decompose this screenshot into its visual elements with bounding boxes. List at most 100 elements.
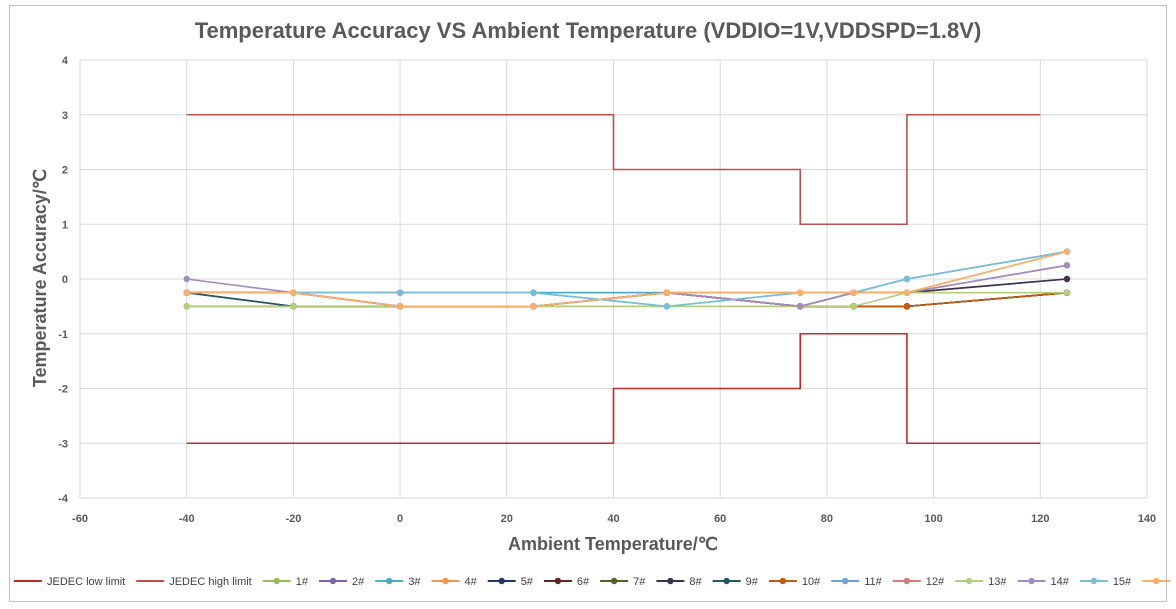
legend-marker <box>329 577 337 585</box>
x-tick-label: -60 <box>72 513 88 525</box>
series-line <box>186 250 1068 294</box>
legend-item: 8# <box>656 576 703 588</box>
grid <box>79 59 1148 499</box>
legend-marker <box>723 577 730 585</box>
legend-label: JEDEC high limit <box>169 576 252 588</box>
legend-item: 2# <box>318 576 365 588</box>
chart-title: Temperature Accuracy VS Ambient Temperat… <box>195 18 982 43</box>
data-point <box>1063 262 1071 269</box>
legend-label: 15# <box>1113 576 1132 588</box>
y-tick-label: -4 <box>58 493 69 505</box>
legend-item: 16# <box>1142 576 1176 588</box>
legend-item: 7# <box>600 576 646 588</box>
legend-label: 13# <box>988 576 1007 588</box>
chart-frame <box>9 5 1167 602</box>
legend-label: 11# <box>864 576 882 588</box>
legend-item: JEDEC high limit <box>136 576 252 588</box>
legend-marker <box>554 577 562 585</box>
legend-label: 1# <box>296 576 309 588</box>
x-tick-label: 60 <box>714 513 726 525</box>
legend-item: 6# <box>543 576 590 588</box>
data-point <box>850 303 857 310</box>
legend-item: 9# <box>712 576 759 588</box>
legend-item: 3# <box>375 576 421 588</box>
legend-label: 5# <box>521 576 534 588</box>
data-point <box>183 303 190 310</box>
series-line <box>186 291 1068 308</box>
data-point <box>663 289 671 296</box>
x-tick-label: 20 <box>501 513 513 525</box>
legend-item: JEDEC low limit <box>14 576 125 588</box>
x-axis-title: Ambient Temperature/℃ <box>508 534 718 554</box>
legend-item: 12# <box>892 576 945 588</box>
y-tick-label: 0 <box>62 274 68 286</box>
x-tick-label: 0 <box>397 513 403 525</box>
x-tick-label: 140 <box>1138 513 1156 525</box>
legend-item: 11# <box>831 576 883 588</box>
legend-marker <box>1152 577 1160 585</box>
y-tick-label: 1 <box>62 219 68 231</box>
legend-label: 3# <box>408 576 421 588</box>
axis-ticks: 4 3 2 1 0 -1 -2 -3 -4-60 -40 -20 0 20 40 60 80 100 120 140 <box>58 55 1156 525</box>
legend-label: 6# <box>577 576 590 588</box>
legend-marker <box>273 577 280 585</box>
x-tick-label: -20 <box>285 513 301 525</box>
series-16 <box>183 248 1071 310</box>
data-point <box>1063 248 1071 255</box>
legend-item: 10# <box>768 576 821 588</box>
limit-line-0 <box>186 332 1041 445</box>
legend-marker <box>386 577 393 585</box>
y-axis-title: Temperature Accuracy/℃ <box>30 169 50 387</box>
legend-marker <box>1028 577 1035 585</box>
y-tick-label: 2 <box>62 165 68 177</box>
legend-marker <box>610 577 618 585</box>
legend-marker <box>498 577 505 585</box>
legend-label: 9# <box>746 576 759 588</box>
legend-item: 15# <box>1079 576 1132 588</box>
x-tick-label: -40 <box>179 513 195 525</box>
data-point <box>903 275 911 283</box>
legend-item: 13# <box>955 576 1007 588</box>
data-point <box>530 289 537 296</box>
legend-label: 2# <box>352 576 365 588</box>
data-point <box>183 275 190 283</box>
legend-marker <box>842 577 849 585</box>
data-point <box>396 289 404 296</box>
limit-line-1 <box>186 113 1041 226</box>
legend-label: JEDEC low limit <box>47 576 125 588</box>
y-tick-label: 3 <box>62 110 68 122</box>
y-tick-label: 4 <box>62 55 69 67</box>
data-point <box>1063 275 1071 283</box>
y-tick-label: -3 <box>58 438 68 450</box>
x-tick-label: 40 <box>607 513 619 525</box>
legend-marker <box>667 577 674 585</box>
data-point <box>663 303 671 310</box>
legend-marker <box>965 577 973 585</box>
legend-marker <box>442 577 449 585</box>
data-point <box>797 289 804 296</box>
data-point <box>797 303 804 310</box>
series-3 <box>183 248 1071 296</box>
x-tick-label: 100 <box>924 513 942 525</box>
data-point <box>290 303 297 310</box>
data-point <box>396 303 404 310</box>
data-point <box>903 289 911 296</box>
legend-label: 8# <box>689 576 702 588</box>
legend-label: 12# <box>926 576 945 588</box>
legend-item: 14# <box>1017 576 1070 588</box>
legend: JEDEC low limit JEDEC high limit 1# 2# 3# 4# 5… <box>14 576 1176 588</box>
legend-marker <box>1090 577 1098 585</box>
limit-lines <box>186 113 1041 445</box>
data-point <box>850 289 857 296</box>
y-tick-label: -2 <box>58 384 68 396</box>
legend-label: 10# <box>802 576 821 588</box>
legend-label: 14# <box>1050 576 1069 588</box>
data-point <box>530 303 537 310</box>
legend-label: 4# <box>464 576 477 588</box>
legend-item: 1# <box>262 576 309 588</box>
series-lines <box>183 248 1071 310</box>
data-point <box>903 303 911 310</box>
data-point <box>1063 289 1071 296</box>
legend-marker <box>779 577 787 585</box>
